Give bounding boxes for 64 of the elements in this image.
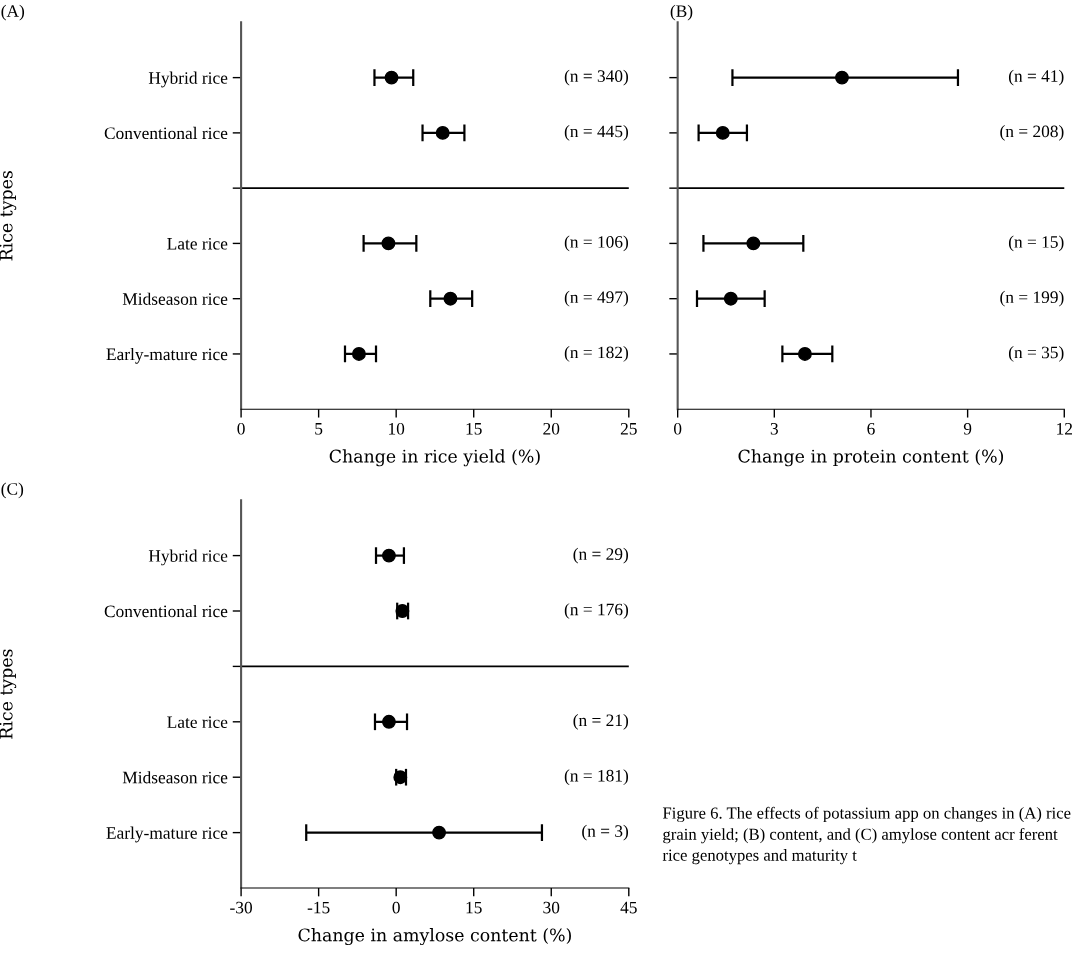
point (381, 714, 396, 729)
point (381, 236, 396, 251)
x-tick-label: -15 (307, 901, 330, 914)
y-tick-label: Conventional rice (104, 126, 228, 140)
annotation: (n = 176) (564, 603, 629, 619)
x-axis-title: Change in amylose content (%) (298, 928, 571, 946)
y-axis-title: Rice types (0, 649, 17, 739)
annotation: (n = 182) (564, 346, 629, 362)
annotation: (n = 35) (1008, 346, 1064, 362)
annotation: (n = 497) (564, 290, 629, 307)
point (384, 70, 399, 85)
annotation: (n = 41) (1008, 69, 1064, 86)
x-tick-label: 10 (389, 422, 405, 435)
x-tick-label: 3 (770, 422, 778, 435)
x-tick-label: 5 (315, 423, 323, 435)
annotation: (n = 445) (564, 125, 629, 141)
x-tick-label: -30 (230, 901, 252, 914)
annotation: (n = 15) (1008, 235, 1064, 252)
y-axis-title: Rice types (0, 171, 17, 261)
point (443, 291, 458, 306)
annotation: (n = 181) (564, 769, 629, 786)
point (746, 236, 761, 251)
annotation: (n = 340) (564, 69, 629, 86)
point (432, 825, 447, 840)
x-tick-label: 45 (620, 901, 637, 914)
x-tick-label: 20 (543, 422, 560, 435)
y-tick-label: Hybrid rice (148, 549, 228, 566)
y-tick-label: Early-mature rice (106, 347, 228, 364)
y-tick-label: Late rice (167, 237, 228, 250)
y-tick-label: Early-mature rice (106, 826, 228, 843)
y-tick-label: Midseason rice (122, 292, 228, 305)
annotation: (n = 106) (564, 235, 629, 252)
y-tick-label: Midseason rice (122, 771, 228, 784)
point (352, 347, 366, 361)
x-axis-title: Change in protein content (%) (738, 449, 1004, 467)
x-tick-label: 12 (1057, 422, 1072, 435)
annotation: (n = 21) (573, 713, 629, 730)
point (715, 125, 730, 140)
y-tick-label: Hybrid rice (148, 71, 228, 88)
point (723, 291, 738, 306)
caption: Figure 6. The effects of potassium app on changes in (A) rice grain yield; (B) content, and (C) amylose content acr ferent rice genotypes and maturity t (662, 806, 1071, 865)
x-tick-label: 0 (237, 422, 245, 435)
x-tick-label: 15 (466, 422, 482, 435)
annotation: (n = 208) (1000, 125, 1064, 141)
point (381, 548, 396, 563)
point (835, 70, 849, 85)
x-tick-label: 25 (620, 422, 637, 435)
text: (C) (1, 482, 24, 499)
x-tick-label: 0 (392, 901, 400, 914)
x-tick-label: 9 (963, 422, 972, 435)
annotation: (n = 199) (1000, 290, 1064, 307)
annotation: (n = 29) (573, 547, 629, 564)
text: (A) (1, 4, 25, 21)
y-tick-label: Late rice (167, 716, 228, 728)
x-tick-label: 30 (543, 901, 560, 914)
x-axis-title: Change in rice yield (%) (329, 449, 540, 467)
annotation: (n = 3) (582, 824, 629, 841)
x-tick-label: 0 (673, 422, 682, 435)
x-tick-label: 6 (867, 422, 875, 435)
point (435, 125, 450, 140)
point (797, 347, 812, 361)
x-tick-label: 15 (466, 901, 482, 914)
y-tick-label: Conventional rice (104, 604, 228, 618)
chart-title: (B) (670, 4, 693, 21)
